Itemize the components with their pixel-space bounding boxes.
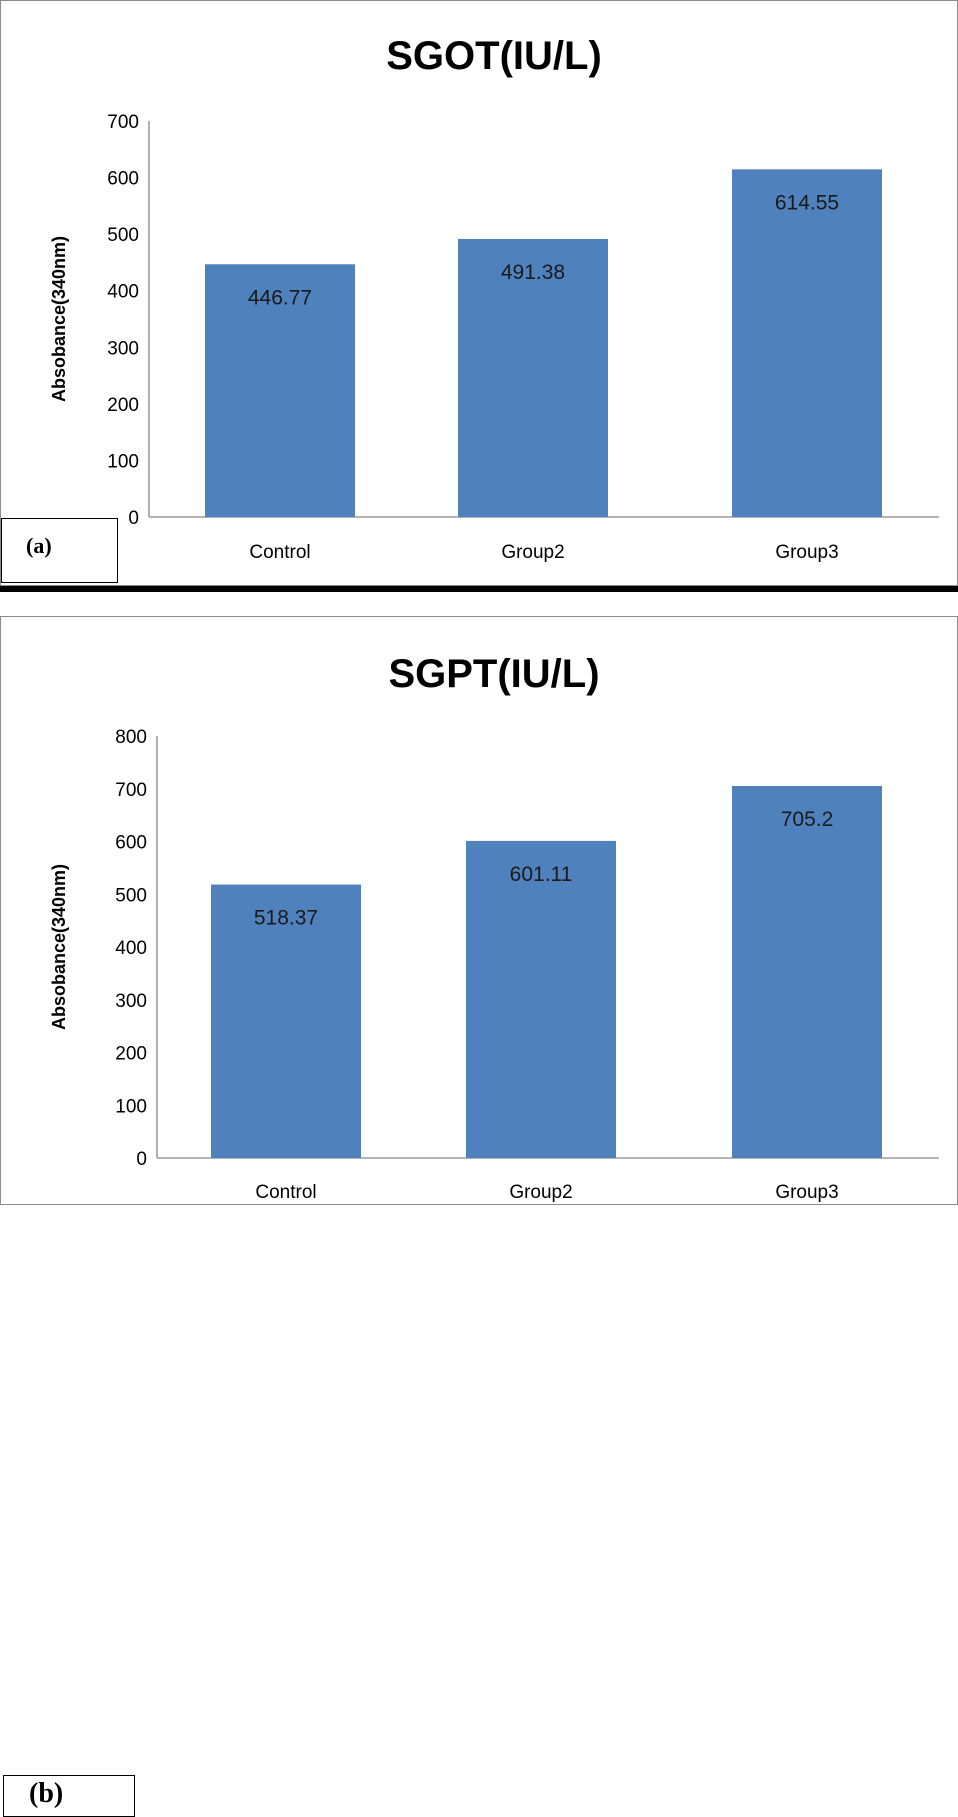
chart-title: SGPT(IU/L) <box>388 652 599 696</box>
data-labels: 446.77 491.38 614.55 <box>248 191 839 309</box>
panel-divider <box>0 586 958 592</box>
bar-value-label: 601.11 <box>510 863 573 886</box>
bar-group2 <box>466 840 616 1158</box>
y-tick-label: 300 <box>115 991 147 1012</box>
bar-value-label: 705.2 <box>781 808 834 831</box>
y-axis-title: Absobance(340nm) <box>49 236 69 402</box>
category-labels: Control Group2 Group3 <box>249 542 838 563</box>
y-tick-label: 700 <box>115 780 147 801</box>
panel-label: (a) <box>1 518 118 583</box>
category-labels: Control Group2 Group3 <box>255 1182 838 1203</box>
sgpt-bar-chart: SGPT(IU/L) Absobance(340nm) 0 100 200 300 40… <box>49 652 939 1203</box>
x-category-label: Control <box>249 542 310 563</box>
bar-group2 <box>458 239 608 517</box>
y-tick-label: 400 <box>115 938 147 959</box>
x-category-label: Group2 <box>501 542 564 563</box>
bar-control <box>205 264 355 517</box>
y-tick-label: 500 <box>115 885 147 906</box>
data-labels: 518.37 601.11 705.2 <box>254 808 833 930</box>
chart-title: SGOT(IU/L) <box>386 34 602 78</box>
x-category-label: Group3 <box>775 1182 838 1203</box>
bar-value-label: 446.77 <box>248 286 312 309</box>
bar-value-label: 491.38 <box>501 261 565 284</box>
y-tick-labels: 0 100 200 300 400 500 600 700 800 <box>115 727 147 1170</box>
y-tick-label: 0 <box>136 1149 147 1170</box>
y-tick-label: 500 <box>107 225 139 246</box>
x-category-label: Group3 <box>775 542 838 563</box>
chart-panel-b: SGPT(IU/L) Absobance(340nm) 0 100 200 300 40… <box>0 616 958 1817</box>
y-tick-label: 0 <box>128 508 139 529</box>
y-tick-label: 800 <box>115 727 147 748</box>
y-tick-label: 600 <box>115 833 147 854</box>
bars <box>205 169 882 518</box>
y-tick-label: 700 <box>107 112 139 133</box>
sgot-bar-chart: SGOT(IU/L) Absobance(340nm) 0 100 200 300 40… <box>49 34 939 563</box>
x-category-label: Group2 <box>509 1182 572 1203</box>
bar-group3 <box>732 786 882 1158</box>
chart-panel-a: SGOT(IU/L) Absobance(340nm) 0 100 200 300 40… <box>0 0 958 586</box>
x-category-label: Control <box>255 1182 316 1203</box>
y-tick-label: 400 <box>107 282 139 303</box>
bar-control <box>211 884 361 1158</box>
y-tick-label: 200 <box>115 1044 147 1065</box>
y-axis-title: Absobance(340nm) <box>49 864 69 1030</box>
bars <box>211 786 882 1158</box>
y-tick-label: 200 <box>107 395 139 416</box>
y-tick-label: 300 <box>107 338 139 359</box>
y-tick-label: 600 <box>107 169 139 190</box>
y-tick-label: 100 <box>115 1096 147 1117</box>
bar-value-label: 614.55 <box>775 191 839 214</box>
bar-group3 <box>732 169 882 518</box>
y-tick-labels: 0 100 200 300 400 500 600 700 <box>107 112 139 529</box>
panel-label: (b) <box>3 1775 135 1817</box>
y-tick-label: 100 <box>107 451 139 472</box>
bar-value-label: 518.37 <box>254 907 318 930</box>
